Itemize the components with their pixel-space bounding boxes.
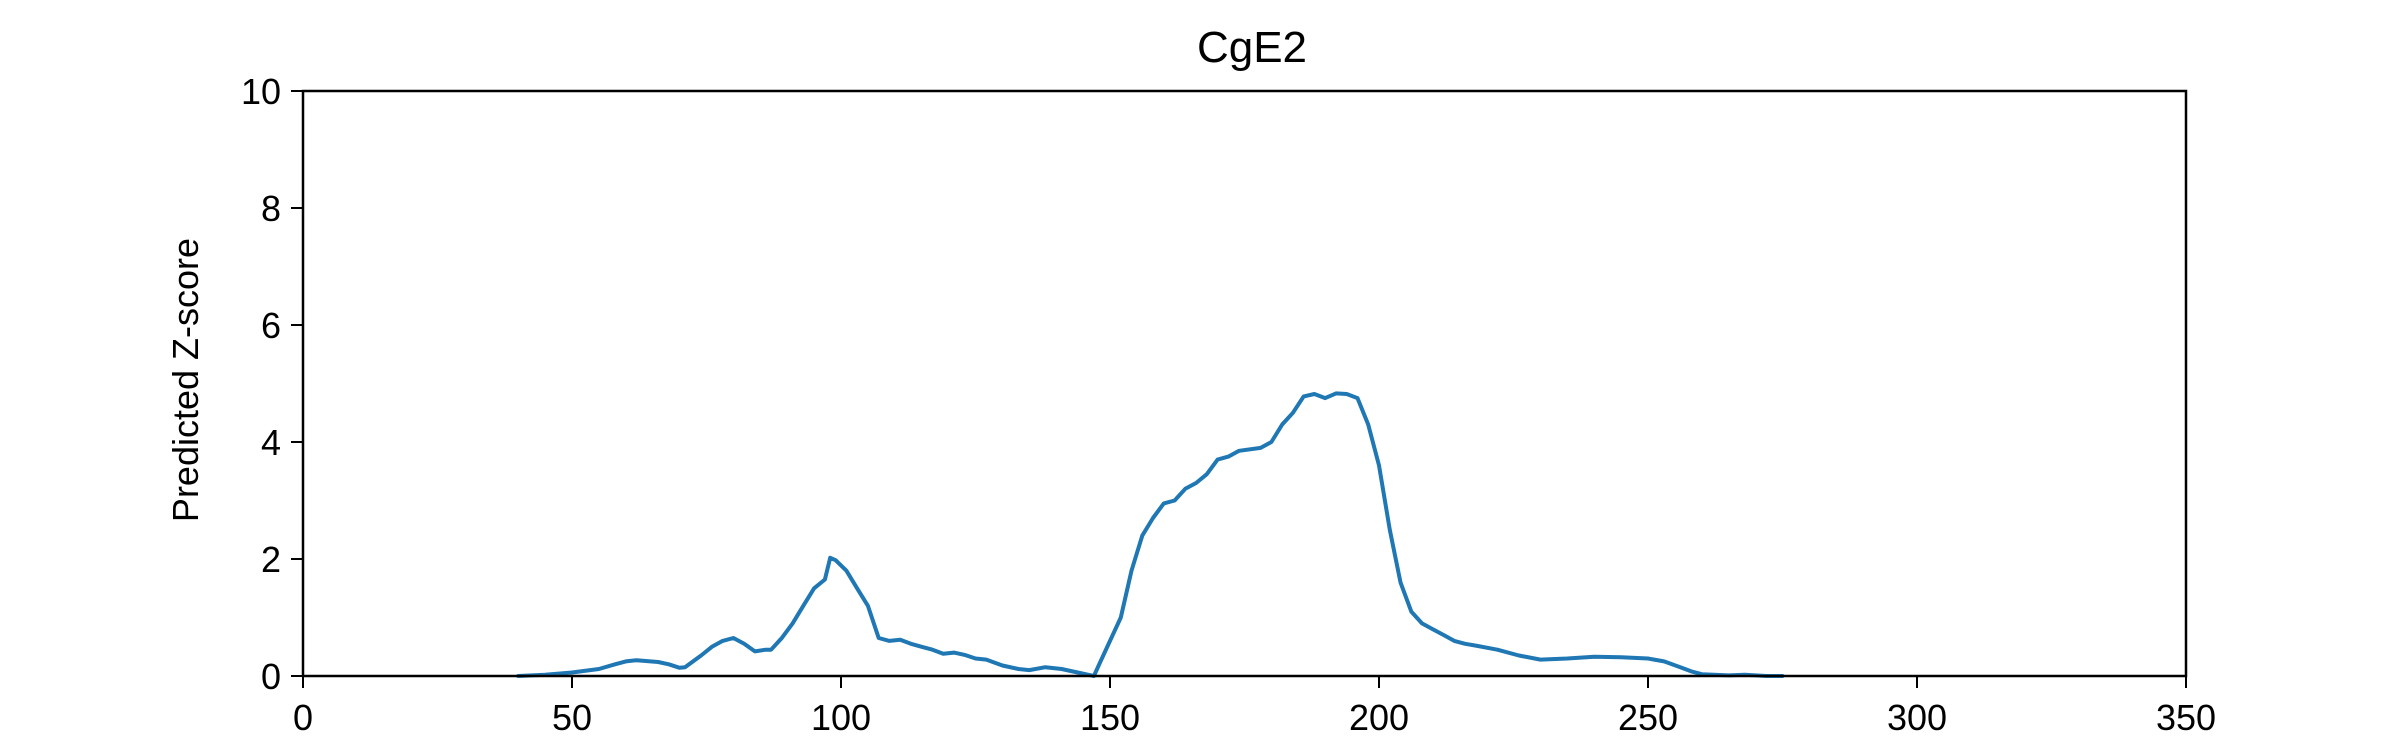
- x-tick-label: 150: [1080, 697, 1140, 738]
- y-tick-label: 8: [261, 188, 281, 229]
- x-tick-label: 350: [2156, 697, 2216, 738]
- y-tick-label: 6: [261, 305, 281, 346]
- x-tick-label: 50: [552, 697, 592, 738]
- y-tick-label: 4: [261, 422, 281, 463]
- x-tick-label: 100: [811, 697, 871, 738]
- series-line: [516, 391, 1785, 678]
- plot-frame: [301, 89, 2188, 678]
- chart-title: CgE2: [1197, 23, 1307, 72]
- y-tick-label: 10: [241, 71, 281, 112]
- x-tick-label: 0: [293, 697, 313, 738]
- x-tick-label: 200: [1349, 697, 1409, 738]
- y-tick-label: 2: [261, 539, 281, 580]
- y-axis: 0 2 4 6 8 10: [241, 71, 303, 697]
- x-axis: 0 50 100 150 200 250 300 350: [293, 676, 2216, 738]
- y-axis-label: Predicted Z-score: [165, 238, 206, 522]
- y-tick-label: 0: [261, 656, 281, 697]
- x-tick-label: 250: [1618, 697, 1678, 738]
- x-tick-label: 300: [1887, 697, 1947, 738]
- series-layer: [516, 391, 1785, 678]
